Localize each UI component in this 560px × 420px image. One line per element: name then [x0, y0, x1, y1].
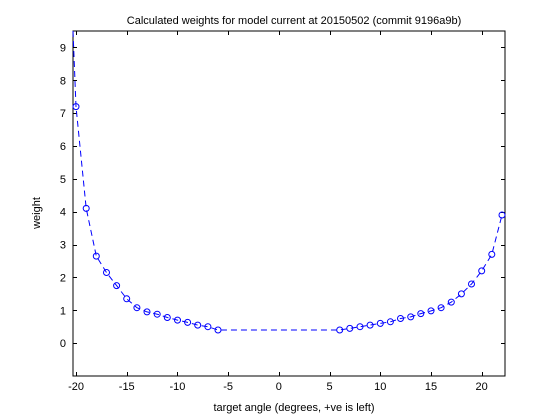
x-tick-label: 5 — [327, 381, 333, 393]
y-axis-label: weight — [31, 197, 43, 230]
data-point — [437, 304, 445, 312]
data-point — [488, 250, 496, 258]
x-tick-label: 20 — [476, 381, 488, 393]
data-point — [468, 280, 475, 288]
data-point — [457, 290, 465, 298]
data-point — [72, 103, 80, 111]
y-tick-label: 0 — [60, 338, 66, 350]
data-point — [356, 323, 364, 331]
data-point — [214, 326, 222, 334]
y-tick-label: 1 — [60, 305, 66, 317]
data-point — [174, 316, 181, 324]
x-tick-label: 15 — [425, 381, 437, 393]
y-tick-label: 6 — [60, 141, 66, 153]
data-point — [123, 295, 131, 303]
x-tick-label: 0 — [276, 381, 282, 393]
x-tick-label: 10 — [374, 381, 386, 393]
data-point — [417, 310, 425, 318]
data-point — [103, 269, 110, 276]
data-point — [143, 308, 151, 316]
data-point — [92, 252, 100, 260]
data-point — [366, 321, 374, 329]
y-tick-label: 5 — [60, 174, 66, 186]
data-point — [133, 304, 141, 312]
series-line — [72, 30, 503, 331]
data-point — [478, 267, 486, 275]
x-axis-label: target angle (degrees, +ve is left) — [213, 402, 374, 414]
axes-box — [72, 30, 506, 377]
data-point — [397, 315, 404, 322]
data-point — [82, 204, 90, 212]
data-point — [153, 310, 161, 318]
chart-title: Calculated weights for model current at … — [127, 15, 461, 27]
data-point — [346, 324, 354, 332]
x-tick-label: -20 — [68, 381, 84, 393]
plot-area: -20 -15 -10 -5 0 5 10 15 20 0 1 2 3 4 5 6 7 8 9 — [60, 30, 506, 393]
y-tick-label: 8 — [60, 75, 66, 87]
y-tick-label: 9 — [60, 42, 66, 54]
y-tick-label: 4 — [60, 207, 66, 219]
data-point — [447, 298, 455, 306]
data-point — [204, 323, 212, 331]
y-tick-label: 7 — [60, 108, 66, 120]
y-tick-label: 3 — [60, 240, 66, 252]
data-point — [336, 326, 344, 334]
data-point — [376, 319, 384, 327]
data-point — [113, 282, 121, 290]
x-tick-label: -10 — [169, 381, 185, 393]
data-point — [194, 321, 202, 329]
y-tick-label: 2 — [60, 272, 66, 284]
data-point — [184, 318, 192, 326]
x-tick-label: -5 — [223, 381, 233, 393]
data-point — [407, 313, 415, 321]
data-point — [498, 211, 506, 219]
data-point — [427, 307, 435, 315]
x-tick-label: -15 — [119, 381, 135, 393]
data-point — [386, 318, 394, 326]
data-point — [163, 314, 171, 321]
